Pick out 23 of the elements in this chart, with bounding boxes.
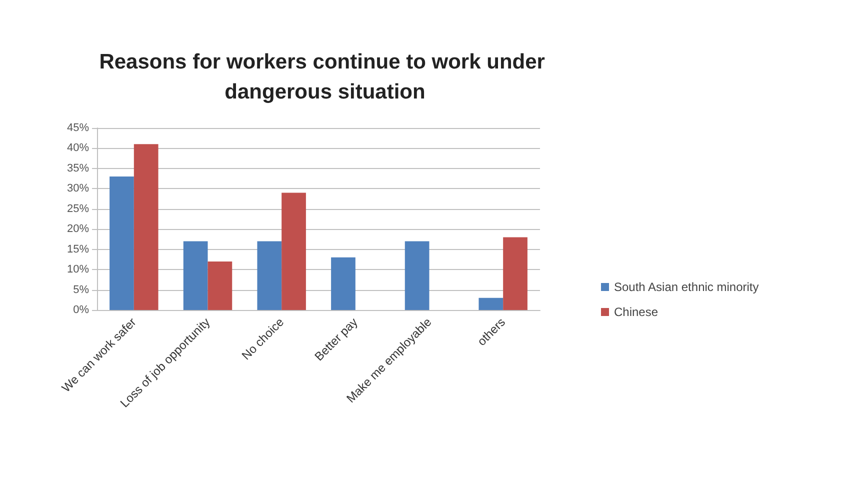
- bar: [208, 261, 232, 310]
- bar: [183, 241, 208, 310]
- legend-label: South Asian ethnic minority: [614, 280, 759, 294]
- bar: [110, 176, 134, 310]
- legend-label: Chinese: [614, 305, 658, 319]
- bar: [404, 241, 430, 310]
- y-tick-label: 10%: [66, 264, 90, 276]
- y-tick-label: 5%: [73, 284, 90, 296]
- y-tick-label: 40%: [66, 142, 90, 154]
- bar: [478, 298, 504, 310]
- bar: [503, 237, 528, 310]
- y-tick-label: 45%: [66, 122, 90, 134]
- y-tick-label: 15%: [66, 243, 90, 256]
- y-tick-label: 35%: [66, 162, 90, 174]
- bar: [134, 144, 158, 310]
- y-tick-label: 0%: [73, 304, 90, 316]
- y-tick-label: 25%: [66, 202, 90, 215]
- y-tick-label: 20%: [66, 223, 90, 236]
- y-tick-label: 30%: [66, 182, 90, 195]
- chart-title: Reasons for workers continue to work under dangerous situation: [99, 50, 551, 104]
- bar: [282, 192, 306, 310]
- bar: [331, 257, 356, 310]
- bar: [257, 241, 282, 310]
